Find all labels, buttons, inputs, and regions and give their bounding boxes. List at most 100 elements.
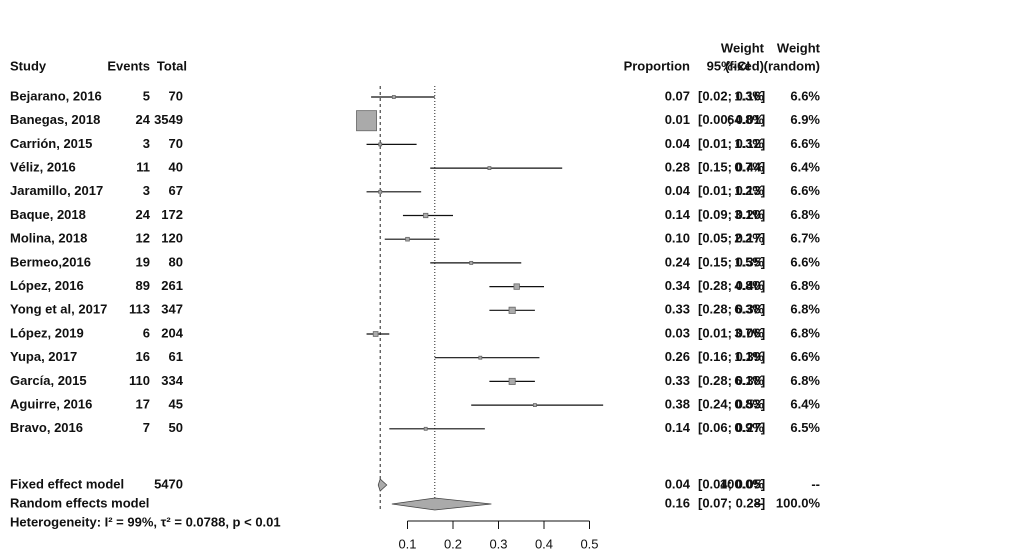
study-name: Yupa, 2017 — [10, 349, 77, 364]
x-tick-label: 0.1 — [398, 536, 416, 551]
total: 204 — [161, 325, 183, 340]
weight-fixed: 0.9% — [734, 420, 764, 435]
heterogeneity: Heterogeneity: I² = 99%, τ² = 0.0788, p … — [10, 514, 281, 529]
events: 113 — [129, 302, 150, 317]
study-name: Bravo, 2016 — [10, 420, 83, 435]
weight-fixed: 4.8% — [734, 278, 764, 293]
total: 40 — [169, 160, 183, 175]
random-diamond — [392, 498, 492, 510]
study-box — [514, 284, 519, 289]
study-name: Molina, 2018 — [10, 231, 87, 246]
events: 5 — [143, 88, 150, 103]
proportion: 0.28 — [665, 160, 690, 175]
header-weight-random: (random) — [764, 58, 820, 73]
header-proportion: Proportion — [624, 58, 690, 73]
weight-random: 6.6% — [790, 183, 820, 198]
study-box — [424, 427, 427, 430]
events: 19 — [136, 254, 150, 269]
study-name: Yong et al, 2017 — [10, 302, 107, 317]
total: 172 — [161, 207, 183, 222]
weight-fixed: 0.8% — [734, 397, 764, 412]
study-box — [379, 190, 382, 193]
events: 24 — [136, 112, 151, 127]
weight-fixed: 3.7% — [734, 325, 764, 340]
total: 50 — [169, 420, 183, 435]
events: 110 — [129, 373, 150, 388]
proportion: 0.04 — [665, 136, 691, 151]
study-name: Banegas, 2018 — [10, 112, 100, 127]
proportion: 0.26 — [665, 349, 690, 364]
events: 17 — [136, 397, 150, 412]
fixed-model-name: Fixed effect model — [10, 476, 124, 491]
proportion: 0.07 — [665, 88, 690, 103]
weight-fixed: 2.2% — [734, 231, 764, 246]
events: 89 — [136, 278, 150, 293]
proportion: 0.01 — [665, 112, 690, 127]
weight-fixed: 3.1% — [734, 207, 764, 222]
study-name: Jaramillo, 2017 — [10, 183, 103, 198]
study-name: Baque, 2018 — [10, 207, 86, 222]
weight-random: 6.6% — [790, 254, 820, 269]
weight-random: 6.8% — [790, 325, 820, 340]
study-name: García, 2015 — [10, 373, 87, 388]
weight-random: 6.8% — [790, 278, 820, 293]
weight-random: 6.6% — [790, 349, 820, 364]
proportion: 0.38 — [665, 397, 690, 412]
total: 80 — [169, 254, 183, 269]
events: 7 — [143, 420, 150, 435]
study-name: Bejarano, 2016 — [10, 88, 102, 103]
total: 70 — [169, 136, 183, 151]
fixed-weight-random: -- — [811, 476, 820, 491]
study-name: López, 2016 — [10, 278, 84, 293]
x-tick-label: 0.3 — [489, 536, 507, 551]
study-box — [533, 404, 536, 407]
study-box — [509, 378, 515, 384]
weight-random: 6.9% — [790, 112, 820, 127]
weight-fixed: 1.2% — [734, 183, 764, 198]
total: 347 — [161, 302, 183, 317]
weight-random: 6.8% — [790, 373, 820, 388]
x-tick-label: 0.2 — [444, 536, 462, 551]
random-model-name: Random effects model — [10, 495, 149, 510]
weight-fixed: 1.3% — [734, 88, 764, 103]
study-box — [406, 237, 410, 241]
fixed-estimate: 0.04 — [665, 476, 691, 491]
study-box — [356, 111, 376, 131]
proportion: 0.33 — [665, 373, 690, 388]
weight-random: 6.5% — [790, 420, 820, 435]
random-weight-fixed: -- — [755, 495, 764, 510]
weight-fixed: 1.1% — [734, 349, 764, 364]
total: 334 — [161, 373, 183, 388]
forest-plot: StudyEventsTotalProportion95%-CIWeight(f… — [0, 0, 1025, 552]
header-events: Events — [107, 58, 150, 73]
weight-fixed: 6.1% — [734, 373, 764, 388]
proportion: 0.24 — [665, 254, 691, 269]
x-tick-label: 0.4 — [535, 536, 553, 551]
study-box — [379, 143, 382, 146]
header-weight-random: Weight — [777, 40, 821, 55]
header-weight-fixed: (fixed) — [725, 58, 764, 73]
proportion: 0.03 — [665, 325, 690, 340]
random-weight-random: 100.0% — [776, 495, 821, 510]
header-weight-fixed: Weight — [721, 40, 765, 55]
events: 12 — [136, 231, 150, 246]
proportion: 0.34 — [665, 278, 691, 293]
study-box — [488, 167, 491, 170]
proportion: 0.04 — [665, 183, 691, 198]
weight-fixed: 0.7% — [734, 160, 764, 175]
events: 11 — [136, 160, 150, 175]
study-box — [470, 261, 473, 264]
events: 3 — [143, 183, 150, 198]
weight-random: 6.6% — [790, 136, 820, 151]
study-name: Véliz, 2016 — [10, 160, 76, 175]
events: 6 — [143, 325, 150, 340]
events: 16 — [136, 349, 150, 364]
weight-fixed: 64.8% — [727, 112, 764, 127]
study-box — [423, 213, 427, 217]
random-estimate: 0.16 — [665, 495, 690, 510]
study-box — [373, 332, 378, 337]
weight-random: 6.7% — [790, 231, 820, 246]
proportion: 0.10 — [665, 231, 690, 246]
study-name: Carrión, 2015 — [10, 136, 92, 151]
weight-fixed: 1.5% — [734, 254, 764, 269]
